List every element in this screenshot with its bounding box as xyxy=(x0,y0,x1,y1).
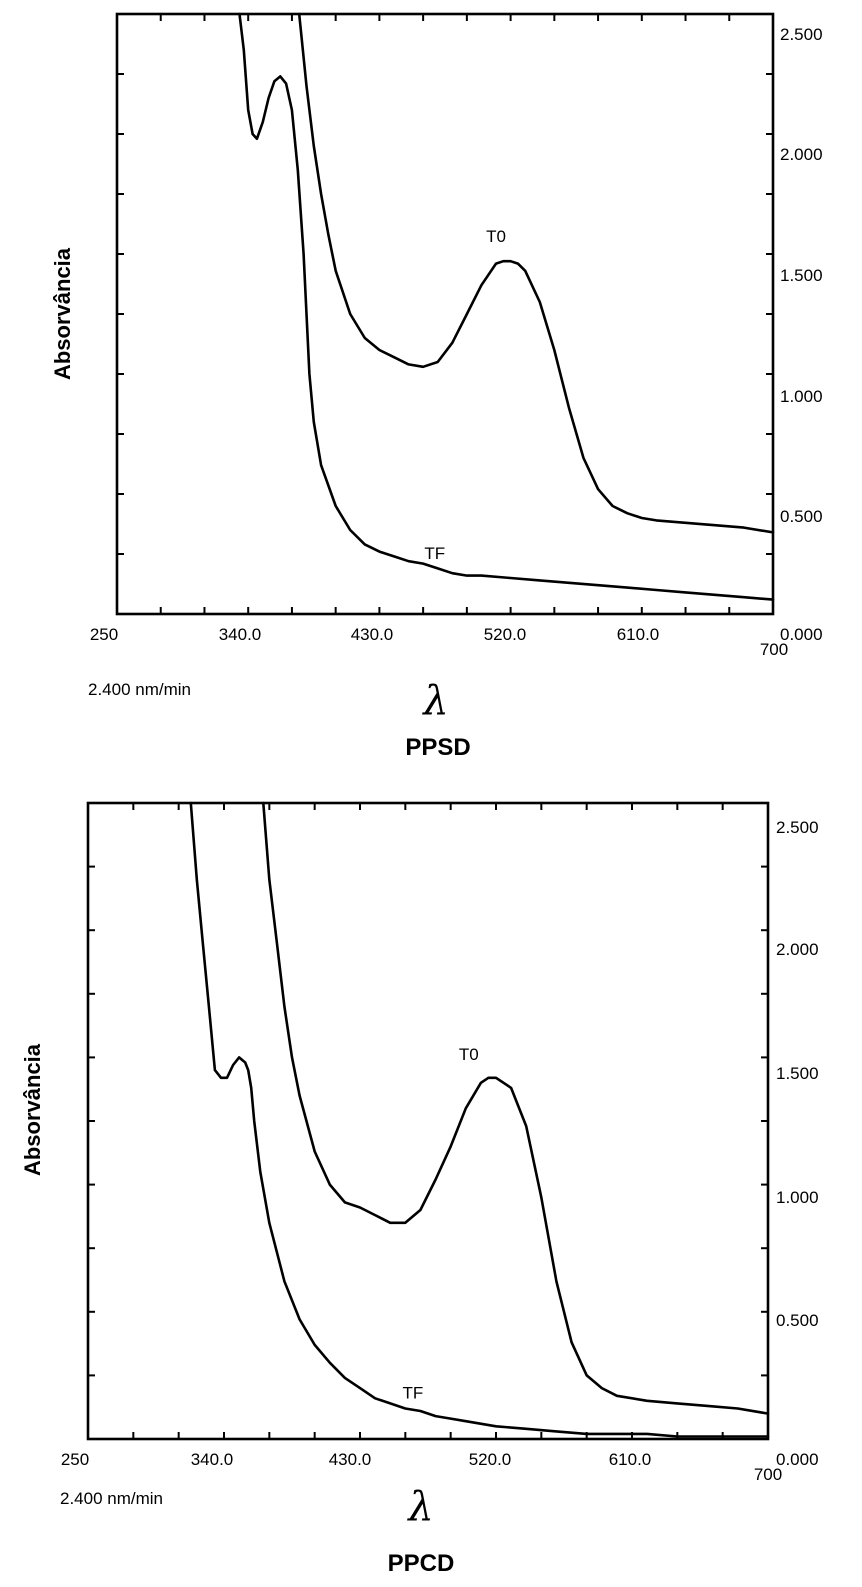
tick-marks-ppcd xyxy=(88,803,768,1439)
series-label-t0: T0 xyxy=(459,1045,479,1064)
y-tick-label-1: 1.000 xyxy=(780,387,823,406)
y-tick-label-1.5: 1.500 xyxy=(780,266,823,285)
chart-ppcd: 250 340.0 430.0 520.0 610.0 700 0.000 0.… xyxy=(20,801,819,1577)
scan-rate-label: 2.400 nm/min xyxy=(60,1489,163,1508)
curves-ppsd xyxy=(238,12,775,601)
chart-name: PPCD xyxy=(388,1550,455,1577)
y-tick-label-2.5: 2.500 xyxy=(776,818,819,837)
x-tick-label-430: 430.0 xyxy=(351,625,394,644)
y-tick-label-2: 2.000 xyxy=(780,145,823,164)
scan-rate-label: 2.400 nm/min xyxy=(88,680,191,699)
x-tick-label-610: 610.0 xyxy=(617,625,660,644)
chart-name: PPSD xyxy=(405,734,470,761)
x-tick-label-250: 250 xyxy=(90,625,118,644)
x-axis-title: λ xyxy=(421,678,448,724)
curve-t0 xyxy=(262,801,770,1415)
x-tick-label-700: 700 xyxy=(760,640,788,659)
x-tick-label-340: 340.0 xyxy=(191,1450,234,1469)
x-axis-title: λ xyxy=(406,1484,433,1530)
y-tick-label-2: 2.000 xyxy=(776,940,819,959)
y-axis-title: Absorvância xyxy=(50,247,75,380)
series-label-t0: T0 xyxy=(486,227,506,246)
chart-ppsd: 250 340.0 430.0 520.0 610.0 700 0.000 0.… xyxy=(50,12,823,761)
x-tick-label-520: 520.0 xyxy=(469,1450,512,1469)
y-tick-label-0.5: 0.500 xyxy=(780,507,823,526)
x-tick-label-340: 340.0 xyxy=(219,625,262,644)
plot-frame-ppcd xyxy=(86,801,770,1441)
y-tick-label-1: 1.000 xyxy=(776,1188,819,1207)
tick-marks-ppsd xyxy=(117,14,773,614)
x-tick-label-700: 700 xyxy=(754,1465,782,1484)
series-label-tf: TF xyxy=(424,544,445,563)
y-tick-label-2.5: 2.500 xyxy=(780,25,823,44)
x-tick-label-610: 610.0 xyxy=(609,1450,652,1469)
curve-tf xyxy=(238,12,775,601)
x-tick-label-250: 250 xyxy=(61,1450,89,1469)
y-tick-label-0: 0.000 xyxy=(776,1450,819,1469)
x-tick-label-520: 520.0 xyxy=(484,625,527,644)
plot-frame-ppsd xyxy=(115,12,775,616)
curves-ppcd xyxy=(189,801,770,1438)
curve-t0 xyxy=(297,12,775,534)
x-tick-label-430: 430.0 xyxy=(329,1450,372,1469)
y-tick-label-0: 0.000 xyxy=(780,625,823,644)
series-label-tf: TF xyxy=(403,1383,424,1402)
curve-tf xyxy=(189,801,770,1438)
y-tick-label-1.5: 1.500 xyxy=(776,1064,819,1083)
y-axis-title: Absorvância xyxy=(20,1043,45,1176)
y-tick-label-0.5: 0.500 xyxy=(776,1311,819,1330)
